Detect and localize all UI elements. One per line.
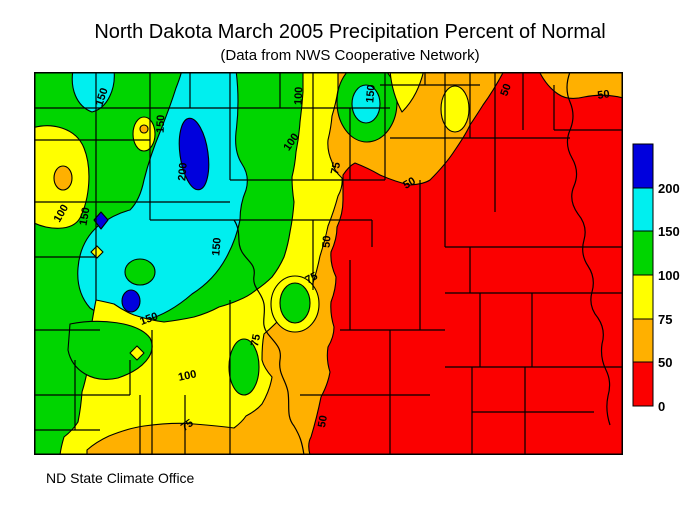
river-boundary-lines <box>233 72 611 455</box>
contour-label-75: 75 <box>303 270 319 286</box>
region-yellow-ne-ellipse <box>440 85 470 133</box>
legend-segment-blue <box>632 143 654 189</box>
legend-segment-orange <box>632 318 654 363</box>
legend-value-100: 100 <box>658 268 680 283</box>
footer-credit: ND State Climate Office <box>46 470 195 486</box>
region-green-accent-south <box>67 320 153 380</box>
region-green-pocket-2 <box>228 338 260 396</box>
contour-label-50: 50 <box>498 82 513 98</box>
contour-label-50: 50 <box>321 235 334 248</box>
legend-value-50: 50 <box>658 355 672 370</box>
contour-label-100: 100 <box>177 368 197 384</box>
legend-value-200: 200 <box>658 181 680 196</box>
region-green-circle-in-cyan <box>124 258 156 286</box>
contour-label-75: 75 <box>329 161 343 175</box>
contour-label-75: 75 <box>179 417 196 434</box>
contour-label-150: 150 <box>78 206 93 226</box>
contour-label-50: 50 <box>316 414 330 428</box>
contour-label-150: 150 <box>94 86 111 107</box>
legend-segment-cyan <box>632 187 654 232</box>
county-lines-central <box>34 138 623 330</box>
legend-value-75: 75 <box>658 312 672 327</box>
legend-segment-yellow <box>632 274 654 320</box>
legend-value-0: 0 <box>658 399 665 414</box>
region-red-east <box>308 72 623 455</box>
region-blue-ellipse-nw <box>178 117 210 191</box>
region-yellow-tiny-1 <box>90 245 104 259</box>
contour-label-150: 150 <box>210 237 224 256</box>
page-subtitle: (Data from NWS Cooperative Network) <box>220 47 480 64</box>
legend-segment-red <box>632 361 654 407</box>
contour-label-150: 150 <box>364 84 378 103</box>
page-title: North Dakota March 2005 Precipitation Pe… <box>94 21 606 43</box>
legend-value-150: 150 <box>658 224 680 239</box>
region-yellow-sliver <box>389 72 425 113</box>
contour-label-50: 50 <box>597 88 611 102</box>
county-lines-south <box>34 292 623 455</box>
county-lines-north <box>34 72 623 212</box>
region-orange-spot-nw <box>53 165 73 191</box>
contour-label-50: 50 <box>401 175 418 192</box>
region-yellow-north-small <box>132 116 156 152</box>
contour-label-200: 200 <box>176 162 190 181</box>
precipitation-contour-map: 150 150 200 100 150 150 150 100 100 150 … <box>34 72 623 455</box>
contour-label-150: 150 <box>155 115 168 134</box>
region-yellow-tiny-2 <box>129 345 145 361</box>
legend-segment-green <box>632 230 654 276</box>
color-scale-legend: 200 150 100 75 50 0 <box>632 143 680 414</box>
region-cyan-nw-lobe <box>71 72 115 113</box>
region-green-pocket-1 <box>279 282 311 324</box>
contour-label-150: 150 <box>138 310 159 328</box>
region-cyan-top-ellipse <box>351 84 381 124</box>
contour-label-100: 100 <box>293 87 306 106</box>
contour-label-75: 75 <box>249 333 263 347</box>
state-border <box>34 72 623 455</box>
region-blue-blob-south <box>121 289 141 313</box>
region-orange-dot-north <box>139 124 149 134</box>
